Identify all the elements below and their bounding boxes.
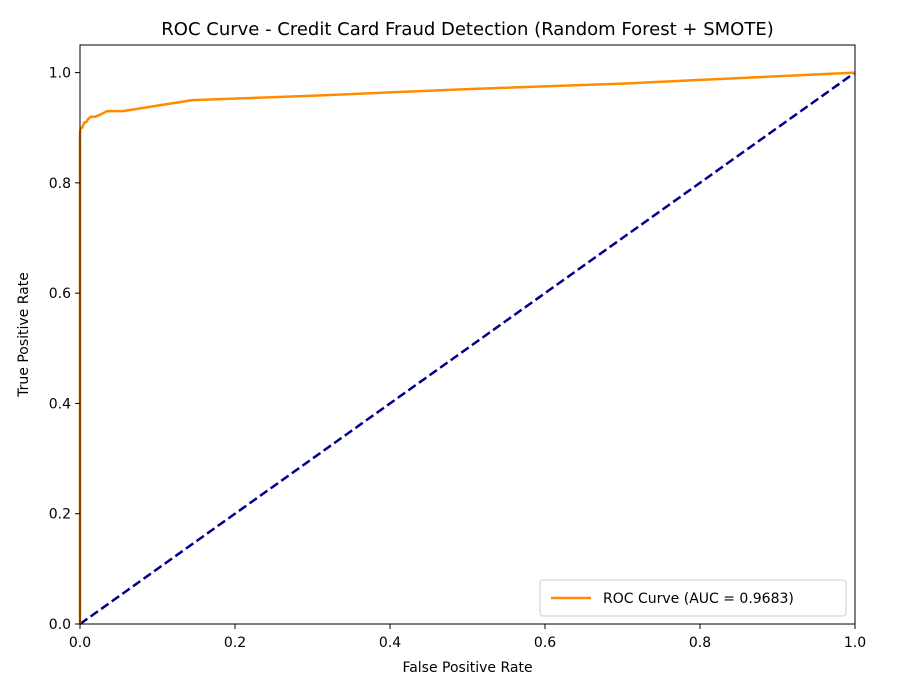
x-tick-label: 0.8 bbox=[689, 635, 711, 651]
x-tick-label: 0.2 bbox=[224, 635, 246, 651]
x-tick-label: 0.0 bbox=[69, 635, 91, 651]
plot-background bbox=[80, 45, 855, 624]
chart-title: ROC Curve - Credit Card Fraud Detection … bbox=[161, 19, 773, 40]
series-layer bbox=[78, 71, 856, 626]
y-tick-label: 0.8 bbox=[49, 176, 71, 192]
y-axis-label: True Positive Rate bbox=[16, 272, 32, 398]
chance-diagonal-line bbox=[79, 71, 856, 626]
legend-label-roc: ROC Curve (AUC = 0.9683) bbox=[603, 591, 794, 607]
plot-frame bbox=[79, 44, 856, 625]
y-tick-label: 0.2 bbox=[49, 507, 71, 523]
legend: ROC Curve (AUC = 0.9683) bbox=[539, 579, 847, 617]
y-tick-label: 1.0 bbox=[49, 66, 71, 82]
x-axis-label: False Positive Rate bbox=[402, 660, 532, 676]
x-tick-label: 1.0 bbox=[844, 635, 866, 651]
y-tick-label: 0.4 bbox=[49, 396, 71, 412]
y-tick-label: 0.6 bbox=[49, 286, 71, 302]
x-tick-label: 0.4 bbox=[379, 635, 401, 651]
x-tick-label: 0.6 bbox=[534, 635, 556, 651]
legend-box bbox=[539, 579, 847, 617]
x-ticks: 0.0 0.2 0.4 0.6 0.8 1.0 bbox=[69, 624, 866, 651]
y-ticks: 0.0 0.2 0.4 0.6 0.8 1.0 bbox=[49, 66, 80, 633]
roc-curve-line bbox=[78, 71, 856, 624]
y-tick-label: 0.0 bbox=[49, 617, 71, 633]
